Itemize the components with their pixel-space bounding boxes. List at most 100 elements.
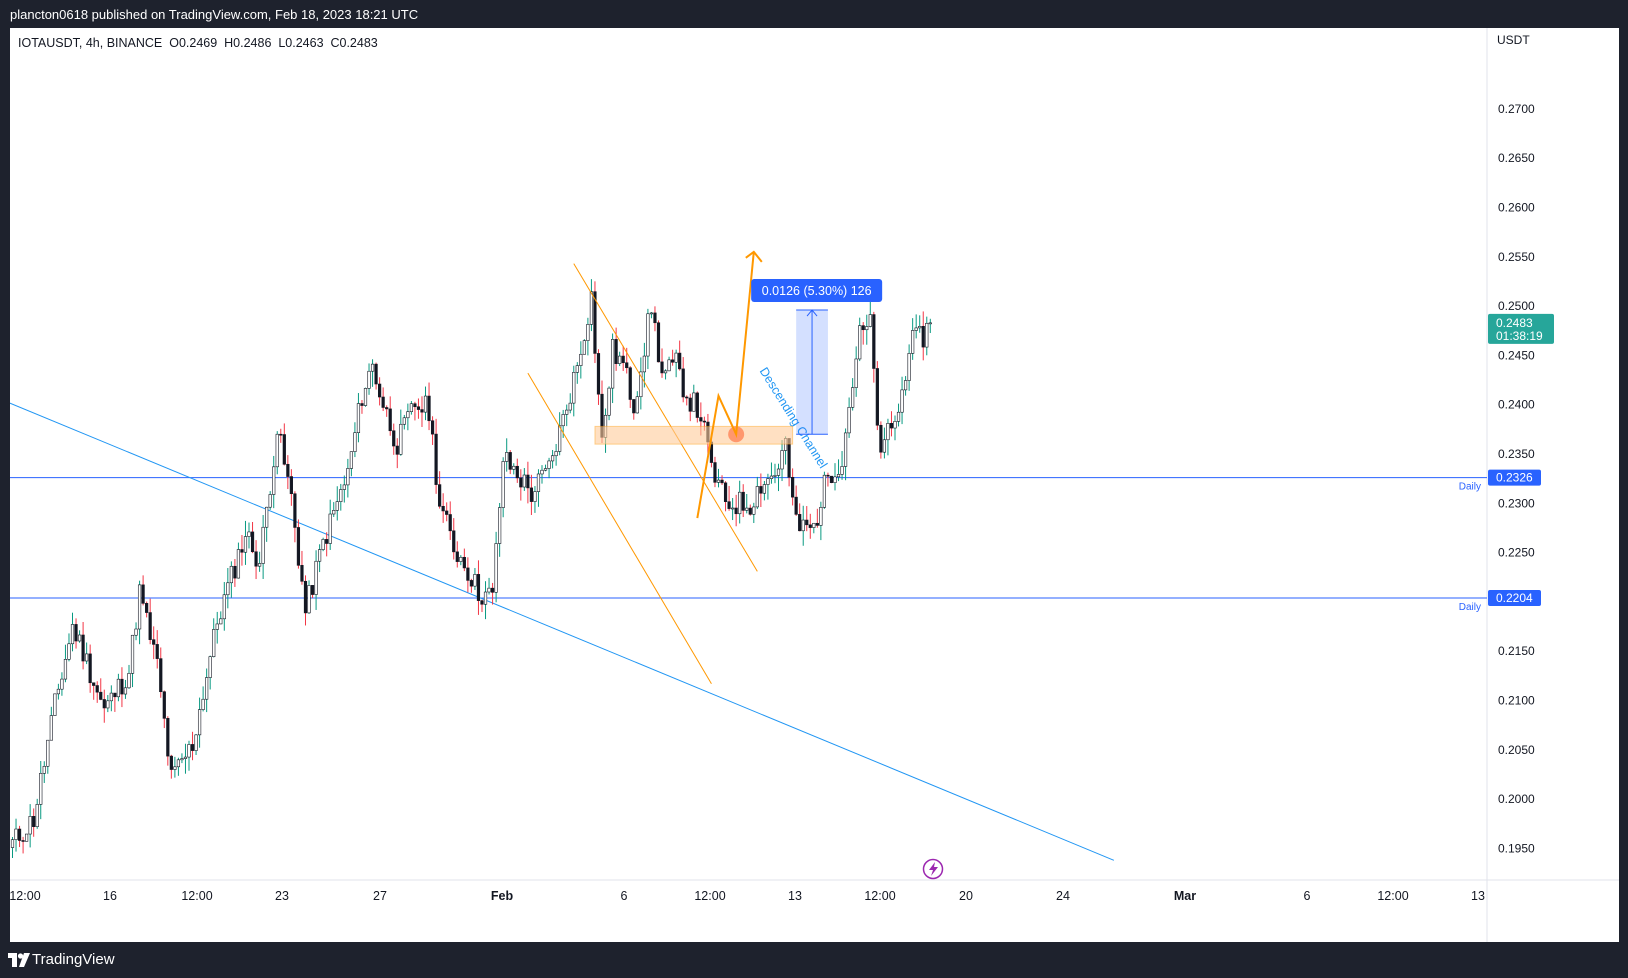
candle-body xyxy=(201,698,205,710)
projection-arrowhead xyxy=(745,250,763,263)
candle-body xyxy=(25,833,29,842)
channel-upper-line[interactable] xyxy=(573,263,758,572)
candle-body xyxy=(476,574,481,601)
candle-body xyxy=(769,475,774,479)
candle-body xyxy=(678,352,682,370)
candle-body xyxy=(745,507,749,511)
brand-name[interactable]: TradingView xyxy=(32,951,115,968)
candle-body xyxy=(399,423,403,455)
candle-body xyxy=(360,403,364,406)
candle-body xyxy=(17,828,22,841)
descending-trendline[interactable] xyxy=(10,402,1115,861)
candle-body xyxy=(854,358,858,388)
candle-body xyxy=(505,452,509,462)
candle-body xyxy=(543,468,548,471)
candle-body xyxy=(332,510,336,515)
y-tick-label: 0.2500 xyxy=(1498,299,1535,313)
candle-body xyxy=(692,392,696,412)
x-tick-label: 13 xyxy=(1471,889,1485,903)
candle-body xyxy=(540,469,544,475)
x-tick-label: 20 xyxy=(959,889,973,903)
candle-body xyxy=(134,628,138,636)
candle-body xyxy=(367,370,371,389)
candle-body xyxy=(759,486,763,494)
candle-body xyxy=(127,673,131,689)
candle-body xyxy=(727,501,731,509)
candle-body xyxy=(928,322,932,325)
x-tick-label: 6 xyxy=(621,889,628,903)
y-tick-label: 0.2100 xyxy=(1498,694,1535,708)
candle-body xyxy=(741,491,745,511)
candle-body xyxy=(226,582,230,596)
candle-body xyxy=(53,693,57,716)
candle-body xyxy=(39,773,43,805)
retest-zone[interactable] xyxy=(594,425,794,445)
candle-body xyxy=(886,423,890,441)
candle-body xyxy=(282,434,286,465)
y-tick-label: 0.2700 xyxy=(1498,102,1535,116)
candle-body xyxy=(162,691,166,719)
candle-body xyxy=(95,685,99,693)
footer-bar: TradingView xyxy=(0,942,1628,978)
candle-body xyxy=(413,403,417,408)
candle-body xyxy=(81,634,85,662)
candle-body xyxy=(438,484,442,507)
candle-body xyxy=(833,476,837,483)
tradingview-logo-icon[interactable] xyxy=(8,953,30,967)
candle-body xyxy=(635,396,639,414)
candle-body xyxy=(353,432,357,452)
candle-body xyxy=(826,474,830,477)
candle-body xyxy=(621,355,625,364)
candle-body xyxy=(194,734,198,751)
chart-canvas[interactable]: USDT0.19500.20000.20500.21000.21500.2200… xyxy=(10,28,1619,942)
candle-body xyxy=(296,527,301,566)
candle-body xyxy=(660,361,664,374)
x-tick-label: Feb xyxy=(491,889,514,903)
candle-body xyxy=(314,560,318,595)
event-bolt-icon[interactable] xyxy=(922,858,944,880)
candle-body xyxy=(716,479,721,483)
candle-body xyxy=(35,804,39,827)
x-tick-label: 12:00 xyxy=(10,889,41,903)
candle-body xyxy=(798,514,802,532)
candle-body xyxy=(141,584,145,604)
candle-body xyxy=(702,420,706,423)
channel-lower-line[interactable] xyxy=(527,372,712,685)
candle-body xyxy=(872,314,876,369)
candle-body xyxy=(582,340,586,355)
candle-body xyxy=(445,510,449,515)
candle-body xyxy=(900,389,904,413)
candle-body xyxy=(70,624,75,645)
projection-path[interactable] xyxy=(696,251,755,519)
symbol-ticker[interactable]: IOTAUSDT xyxy=(18,36,79,50)
symbol-exchange: BINANCE xyxy=(106,36,163,50)
candle-body xyxy=(766,478,770,485)
candle-body xyxy=(713,462,717,483)
currency-label: USDT xyxy=(1497,33,1530,47)
candle-body xyxy=(526,474,530,489)
y-tick-label: 0.2000 xyxy=(1498,792,1535,806)
y-tick-label: 0.2400 xyxy=(1498,398,1535,412)
candle-body xyxy=(656,322,661,363)
chart-panel[interactable]: USDT0.19500.20000.20500.21000.21500.2200… xyxy=(10,28,1619,942)
candle-body xyxy=(240,549,244,553)
candle-body xyxy=(388,408,392,432)
candle-body xyxy=(155,644,159,659)
symbol-interval[interactable]: 4h xyxy=(85,36,100,50)
candle-body xyxy=(243,536,248,553)
last-price-countdown: 01:38:19 xyxy=(1496,329,1543,343)
candle-body xyxy=(339,489,343,502)
candle-body xyxy=(247,531,251,537)
candle-body xyxy=(85,653,89,662)
candle-body xyxy=(159,658,163,693)
candle-body xyxy=(395,445,399,455)
candle-body xyxy=(822,474,826,508)
candle-body xyxy=(925,322,929,348)
candle-body xyxy=(289,476,293,495)
x-tick-label: 16 xyxy=(103,889,117,903)
candle-body xyxy=(346,468,350,486)
candle-body xyxy=(815,522,819,526)
candle-body xyxy=(370,363,375,372)
candle-body xyxy=(918,325,922,329)
candle-body xyxy=(843,432,848,467)
